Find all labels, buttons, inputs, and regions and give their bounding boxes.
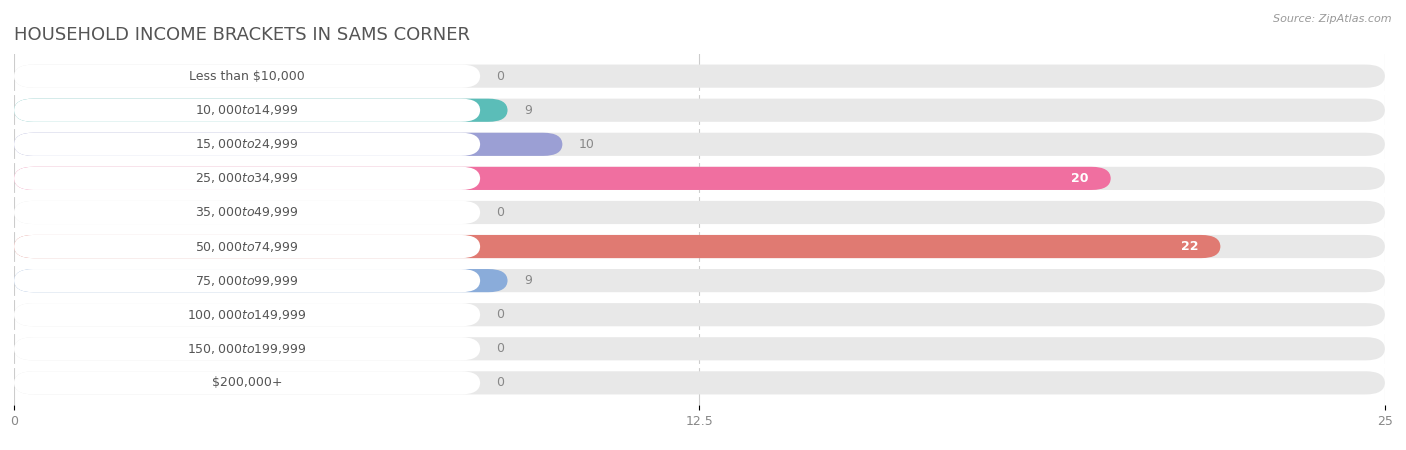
Text: $150,000 to $199,999: $150,000 to $199,999 xyxy=(187,342,307,356)
Text: 0: 0 xyxy=(496,308,505,321)
FancyBboxPatch shape xyxy=(14,303,481,326)
Text: 22: 22 xyxy=(1181,240,1198,253)
FancyBboxPatch shape xyxy=(14,99,508,122)
Text: 9: 9 xyxy=(524,274,531,287)
Text: $35,000 to $49,999: $35,000 to $49,999 xyxy=(195,206,299,220)
Text: 9: 9 xyxy=(524,104,531,117)
FancyBboxPatch shape xyxy=(14,235,1385,258)
FancyBboxPatch shape xyxy=(14,133,562,156)
FancyBboxPatch shape xyxy=(14,269,1385,292)
FancyBboxPatch shape xyxy=(14,133,481,156)
Text: 20: 20 xyxy=(1071,172,1088,185)
FancyBboxPatch shape xyxy=(14,201,1385,224)
FancyBboxPatch shape xyxy=(14,303,1385,326)
Text: $100,000 to $149,999: $100,000 to $149,999 xyxy=(187,308,307,322)
FancyBboxPatch shape xyxy=(14,64,1385,88)
FancyBboxPatch shape xyxy=(14,371,1385,395)
FancyBboxPatch shape xyxy=(14,235,481,258)
Text: $50,000 to $74,999: $50,000 to $74,999 xyxy=(195,239,299,253)
FancyBboxPatch shape xyxy=(14,133,1385,156)
FancyBboxPatch shape xyxy=(14,167,481,190)
FancyBboxPatch shape xyxy=(14,337,481,360)
Text: 0: 0 xyxy=(496,70,505,83)
Text: $75,000 to $99,999: $75,000 to $99,999 xyxy=(195,274,299,288)
Text: 0: 0 xyxy=(496,376,505,389)
FancyBboxPatch shape xyxy=(14,337,1385,360)
Text: Less than $10,000: Less than $10,000 xyxy=(190,70,305,83)
Text: $25,000 to $34,999: $25,000 to $34,999 xyxy=(195,171,299,185)
FancyBboxPatch shape xyxy=(14,371,481,395)
FancyBboxPatch shape xyxy=(14,235,1220,258)
FancyBboxPatch shape xyxy=(14,99,481,122)
Text: Source: ZipAtlas.com: Source: ZipAtlas.com xyxy=(1274,14,1392,23)
Text: 0: 0 xyxy=(496,342,505,355)
FancyBboxPatch shape xyxy=(14,201,481,224)
FancyBboxPatch shape xyxy=(14,167,1111,190)
FancyBboxPatch shape xyxy=(14,269,508,292)
FancyBboxPatch shape xyxy=(14,99,1385,122)
Text: HOUSEHOLD INCOME BRACKETS IN SAMS CORNER: HOUSEHOLD INCOME BRACKETS IN SAMS CORNER xyxy=(14,26,470,44)
Text: $10,000 to $14,999: $10,000 to $14,999 xyxy=(195,103,299,117)
FancyBboxPatch shape xyxy=(14,167,1385,190)
Text: 0: 0 xyxy=(496,206,505,219)
Text: 10: 10 xyxy=(579,138,595,151)
Text: $15,000 to $24,999: $15,000 to $24,999 xyxy=(195,137,299,151)
FancyBboxPatch shape xyxy=(14,269,481,292)
FancyBboxPatch shape xyxy=(14,64,481,88)
Text: $200,000+: $200,000+ xyxy=(212,376,283,389)
